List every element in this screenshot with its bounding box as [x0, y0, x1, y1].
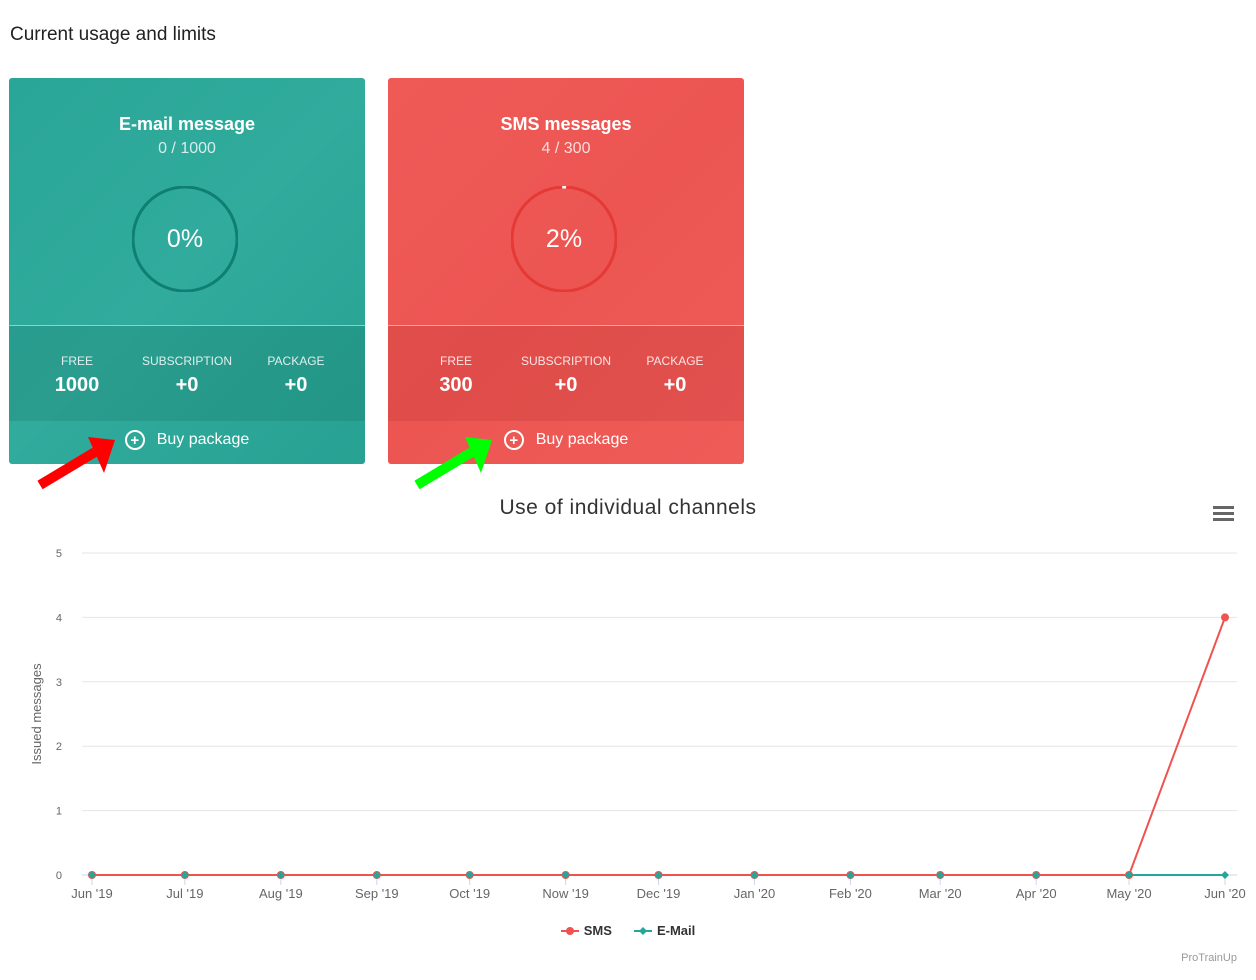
stat-label: SUBSCRIPTION [141, 354, 232, 368]
x-tick-label: Jan '20 [734, 886, 776, 901]
usage-percent: 0% [166, 224, 204, 253]
y-tick-label: 1 [56, 806, 62, 818]
x-tick-label: Dec '19 [637, 886, 681, 901]
legend-label: SMS [583, 923, 612, 938]
data-point-e-mail [1032, 871, 1041, 879]
stat-label: FREE [60, 354, 93, 368]
data-point-e-mail [561, 871, 570, 879]
buy-package-button[interactable]: + Buy package [388, 430, 744, 450]
card-title: E-mail message [118, 114, 256, 134]
stat-value: +0 [554, 374, 578, 396]
data-point-e-mail [936, 871, 945, 879]
chart-credit[interactable]: ProTrainUp [1181, 952, 1237, 964]
data-point-e-mail [1221, 871, 1229, 879]
limits-stats: FREE 300 SUBSCRIPTION +0 PACKAGE +0 [388, 325, 744, 421]
y-tick-label: 4 [56, 612, 62, 624]
stat-label: PACKAGE [646, 354, 704, 368]
chart-title: Use of individual channels [499, 496, 757, 519]
usage-count: 0 / 1000 [158, 140, 216, 157]
page-title: Current usage and limits [10, 24, 216, 45]
y-tick-label: 2 [56, 741, 62, 753]
stat-subscription: SUBSCRIPTION +0 [132, 354, 242, 397]
y-tick-label: 5 [56, 548, 62, 560]
x-tick-label: Jul '19 [166, 886, 203, 901]
y-axis-label: Issued messages [29, 663, 44, 765]
stat-label: PACKAGE [267, 354, 325, 368]
limits-stats: FREE 1000 SUBSCRIPTION +0 PACKAGE +0 [9, 325, 365, 421]
card-title: SMS messages [500, 114, 632, 134]
usage-count: 4 / 300 [541, 140, 591, 157]
data-point-sms [1221, 613, 1229, 622]
stat-label: FREE [439, 354, 472, 368]
plus-circle-icon: + [503, 430, 524, 450]
x-tick-label: May '20 [1106, 886, 1151, 901]
legend-item-sms[interactable]: SMS [560, 923, 612, 938]
stat-package: PACKAGE +0 [241, 354, 351, 397]
buy-package-label: Buy package [535, 431, 629, 448]
plus-circle-icon: + [124, 430, 145, 450]
red-arrow-icon [37, 437, 115, 490]
x-tick-label: Sep '19 [355, 886, 399, 901]
data-point-e-mail [88, 871, 96, 879]
usage-percent: 2% [545, 224, 583, 253]
data-point-e-mail [750, 871, 759, 879]
stat-value: 300 [439, 374, 473, 396]
chart-legend: SMS E-Mail [0, 923, 1256, 938]
usage-ring: 0% [131, 185, 239, 293]
stat-value: +0 [175, 374, 199, 396]
sms-usage-card: SMS messages 4 / 300 2% FREE 300 SUBSCRIP… [388, 78, 744, 464]
stat-value: +0 [284, 374, 308, 396]
email-usage-card: E-mail message 0 / 1000 0% FREE 1000 SUBS… [9, 78, 365, 464]
buy-package-label: Buy package [156, 431, 250, 448]
data-point-e-mail [465, 871, 474, 879]
x-tick-label: Oct '19 [449, 886, 490, 901]
x-tick-label: Jun '20 [1204, 886, 1246, 901]
stat-package: PACKAGE +0 [620, 354, 730, 397]
stat-free: FREE 1000 [22, 354, 132, 397]
x-tick-label: Aug '19 [259, 886, 303, 901]
x-tick-label: Mar '20 [919, 886, 962, 901]
data-point-e-mail [372, 871, 381, 879]
legend-label: E-Mail [656, 923, 696, 938]
x-tick-label: Jun '19 [71, 886, 113, 901]
x-tick-label: Feb '20 [829, 886, 872, 901]
data-point-e-mail [1125, 871, 1134, 879]
stat-value: 1000 [54, 374, 100, 396]
usage-ring: 2% [510, 185, 618, 293]
x-tick-label: Apr '20 [1016, 886, 1057, 901]
y-tick-label: 3 [56, 677, 62, 689]
legend-item-email[interactable]: E-Mail [633, 923, 696, 938]
y-tick-label: 0 [56, 870, 62, 882]
data-point-e-mail [654, 871, 663, 879]
stat-label: SUBSCRIPTION [520, 354, 611, 368]
green-arrow-icon [414, 437, 492, 490]
stat-subscription: SUBSCRIPTION +0 [511, 354, 621, 397]
stat-value: +0 [663, 374, 687, 396]
data-point-e-mail [276, 871, 285, 879]
buy-package-button[interactable]: + Buy package [9, 430, 365, 450]
hamburger-menu-icon[interactable] [1213, 506, 1234, 524]
data-point-e-mail [180, 871, 189, 879]
stat-free: FREE 300 [401, 354, 511, 397]
x-tick-label: Now '19 [542, 886, 589, 901]
data-point-e-mail [846, 871, 855, 879]
